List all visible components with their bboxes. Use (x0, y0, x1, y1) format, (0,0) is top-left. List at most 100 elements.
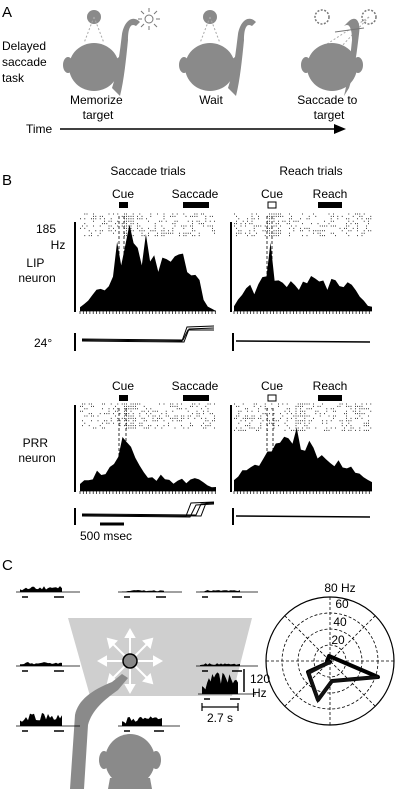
task-label-line-1: Delayed (2, 39, 46, 53)
time-axis-ticks (233, 490, 372, 494)
lip-reach-cue-label: Cue (261, 187, 283, 201)
prr-reach-time-axis (233, 490, 372, 494)
prr-saccade-raster (80, 403, 215, 429)
stage-wait-label: Wait (199, 93, 223, 107)
stage-saccade-label: Saccade to target (297, 93, 360, 122)
lip-saccade-time-axis (79, 310, 216, 314)
monkey-reaching-icon (70, 674, 161, 789)
prr-label-line-2: neuron (18, 451, 55, 465)
lip-neuron-label: LIP neuron (18, 256, 55, 285)
mini-rate-scale-unit: Hz (252, 686, 267, 700)
polar-ring-label-20: 20 (331, 633, 345, 647)
lip-label-line-2: neuron (18, 271, 55, 285)
prr-reach-epoch-marker (318, 395, 342, 401)
lip-saccade-cue-label: Cue (112, 187, 134, 201)
lip-saccade-eye-trace (81, 325, 215, 343)
time-axis-ticks (233, 310, 372, 314)
raster-spikes (80, 213, 215, 237)
lip-reach-eye-trace (235, 340, 371, 343)
mini-psth (200, 663, 240, 666)
lip-saccade-cue-lines (118, 216, 125, 310)
panel-c-letter: C (2, 557, 13, 574)
lip-saccade-epoch-label: Saccade (172, 187, 219, 201)
prr-saccade-epoch-label: Saccade (172, 379, 219, 393)
prr-saccade-eye-trace (81, 501, 215, 518)
lip-reach-epoch-marker (318, 202, 342, 208)
stage-memorize-label: Memorize target (70, 93, 126, 122)
lip-reach-raster (234, 213, 372, 237)
stage-memorize-line-1: Memorize (70, 93, 123, 107)
prr-saccade-time-axis (79, 490, 216, 494)
task-label-line-3: task (2, 71, 25, 85)
stage-memorize-line-2: target (83, 108, 114, 122)
lip-reach-histogram (234, 242, 372, 311)
mini-psth (200, 590, 240, 592)
target-arrows (96, 627, 164, 695)
lip-rate-scale-unit: Hz (51, 238, 66, 252)
lip-saccade-histogram (80, 224, 216, 311)
raster-spikes (80, 403, 215, 429)
monkey-memorize-icon (63, 10, 140, 96)
target-light-icon (138, 8, 160, 30)
lip-reach-time-axis (233, 310, 372, 314)
polar-spoke (284, 615, 376, 707)
prr-saccade-histogram (80, 437, 216, 491)
directional-psth-array (16, 586, 258, 732)
lip-reach-cue-lines (266, 216, 273, 310)
lip-reach-cue-marker (267, 201, 277, 209)
eye-position-scale-label: 24° (34, 336, 52, 350)
lip-label-line-1: LIP (26, 256, 44, 270)
polar-grid (265, 596, 395, 726)
polar-ring-label-40: 40 (333, 615, 347, 629)
mini-rate-scale-value: 120 (250, 672, 270, 686)
lip-saccade-epoch-marker (183, 202, 209, 208)
prr-reach-histogram (234, 427, 372, 491)
mini-time-scale-label: 2.7 s (207, 711, 233, 725)
polar-max-label: 80 Hz (324, 581, 355, 595)
prr-label-line-1: PRR (23, 436, 49, 450)
fixation-target-icon (122, 653, 138, 669)
mini-psth (122, 590, 164, 592)
raster-spikes (234, 403, 372, 431)
mini-psth (202, 672, 238, 694)
mini-psth (122, 716, 162, 726)
polar-spoke (284, 615, 376, 707)
time-arrow (60, 124, 346, 134)
lip-reach-epoch-label: Reach (313, 187, 348, 201)
prr-neuron-label: PRR neuron (18, 436, 55, 465)
prr-saccade-cue-label: Cue (112, 379, 134, 393)
time-scale-label: 500 msec (80, 529, 132, 543)
task-label-line-2: saccade (2, 55, 47, 69)
lip-saccade-cue-marker (119, 202, 128, 208)
polar-ring-label-60: 60 (335, 597, 349, 611)
lip-saccade-raster (80, 213, 215, 237)
mini-psth (20, 662, 62, 666)
prr-reach-raster (234, 403, 372, 431)
monkey-saccade-icon (301, 9, 377, 96)
prr-reach-cue-lines (266, 408, 274, 492)
prr-saccade-cue-lines (118, 408, 127, 492)
panel-a-letter: A (2, 4, 12, 21)
task-label: Delayed saccade task (2, 39, 50, 85)
raster-spikes (234, 213, 372, 237)
polar-tuning-plot: 80 Hz 60 40 20 (265, 581, 395, 726)
stage-saccade-line-1: Saccade to (297, 93, 357, 107)
saccade-trials-header: Saccade trials (110, 164, 185, 178)
prr-saccade-epoch-marker (183, 395, 209, 401)
prr-reach-cue-label: Cue (261, 379, 283, 393)
time-axis-ticks (79, 490, 216, 494)
stage-saccade-line-2: target (314, 108, 345, 122)
prr-reach-epoch-label: Reach (313, 379, 348, 393)
reach-trials-header: Reach trials (279, 164, 342, 178)
monkey-wait-icon (179, 10, 256, 96)
time-label: Time (26, 122, 53, 136)
prr-reach-cue-marker (267, 394, 277, 402)
mini-psth (20, 712, 62, 726)
mini-psth (20, 586, 62, 592)
time-axis-ticks (79, 310, 216, 314)
panel-b-letter: B (2, 172, 12, 189)
prr-reach-eye-trace (235, 515, 371, 518)
lip-rate-scale-value: 185 (36, 222, 56, 236)
prr-saccade-cue-marker (119, 395, 128, 401)
